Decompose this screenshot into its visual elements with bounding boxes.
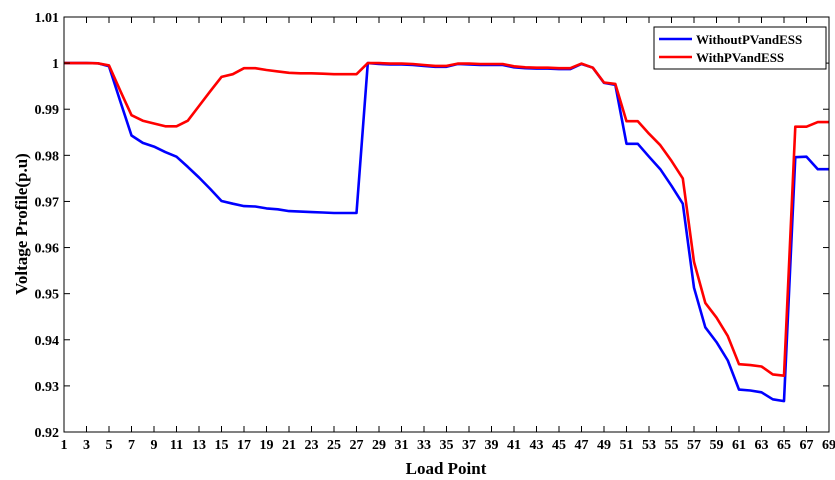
x-tick-label: 51: [620, 438, 634, 453]
legend-label: WithPVandESS: [696, 50, 784, 65]
x-tick-label: 55: [665, 438, 679, 453]
x-tick-label: 69: [822, 438, 835, 453]
x-tick-label: 21: [282, 438, 296, 453]
series-lines: [64, 61, 829, 403]
legend-label: WithoutPVandESS: [696, 32, 802, 47]
x-axis-ticks: 1 3 5 7 9 11 13 15 17 19 21 23 25 27 29 31 33 35 37 39 41 43 4…: [61, 17, 835, 453]
y-axis-ticks: 0.92 0.93 0.94 0.95 0.96 0.97 0.98 0.99 1 1.01: [35, 11, 829, 441]
x-tick-label: 25: [327, 438, 341, 453]
x-tick-label: 39: [485, 438, 499, 453]
x-tick-label: 41: [507, 438, 521, 453]
x-tick-label: 49: [597, 438, 611, 453]
x-tick-label: 47: [575, 438, 589, 453]
y-tick-label: 0.92: [35, 426, 60, 441]
x-tick-label: 1: [61, 438, 68, 453]
x-tick-label: 19: [260, 438, 274, 453]
x-tick-label: 31: [395, 438, 409, 453]
y-tick-label: 0.93: [35, 380, 60, 395]
x-tick-label: 5: [106, 438, 113, 453]
y-tick-label: 0.97: [35, 195, 60, 210]
x-tick-label: 61: [732, 438, 746, 453]
x-tick-label: 45: [552, 438, 566, 453]
legend-box: [653, 26, 827, 70]
x-tick-label: 29: [372, 438, 386, 453]
legend: WithoutPVandESS WithPVandESS: [653, 26, 827, 70]
y-axis-label: Voltage Profile(p.u): [12, 153, 31, 295]
x-tick-label: 23: [305, 438, 319, 453]
y-tick-label: 0.98: [35, 149, 60, 164]
x-tick-label: 7: [128, 438, 135, 453]
plot-area: [64, 17, 829, 432]
x-tick-label: 57: [687, 438, 701, 453]
y-tick-label: 0.95: [35, 288, 60, 303]
x-tick-label: 67: [800, 438, 814, 453]
y-tick-label: 0.99: [35, 103, 60, 118]
y-tick-label: 1.01: [35, 11, 60, 26]
y-tick-label: 0.96: [35, 242, 60, 257]
y-tick-label: 1: [52, 57, 59, 72]
series-line-with-pv-and-ess: [64, 61, 829, 378]
x-tick-label: 13: [192, 438, 206, 453]
y-tick-label: 0.94: [35, 334, 60, 349]
x-tick-label: 3: [83, 438, 90, 453]
x-tick-label: 53: [642, 438, 656, 453]
x-tick-label: 33: [417, 438, 431, 453]
x-tick-label: 59: [710, 438, 724, 453]
x-tick-label: 43: [530, 438, 544, 453]
x-tick-label: 9: [151, 438, 158, 453]
x-tick-label: 35: [440, 438, 454, 453]
x-axis-label: Load Point: [406, 459, 487, 478]
x-tick-label: 17: [237, 438, 251, 453]
x-tick-label: 27: [350, 438, 364, 453]
x-tick-label: 65: [777, 438, 791, 453]
x-tick-label: 63: [755, 438, 769, 453]
x-tick-label: 15: [215, 438, 229, 453]
x-tick-label: 37: [462, 438, 476, 453]
x-tick-label: 11: [170, 438, 183, 453]
